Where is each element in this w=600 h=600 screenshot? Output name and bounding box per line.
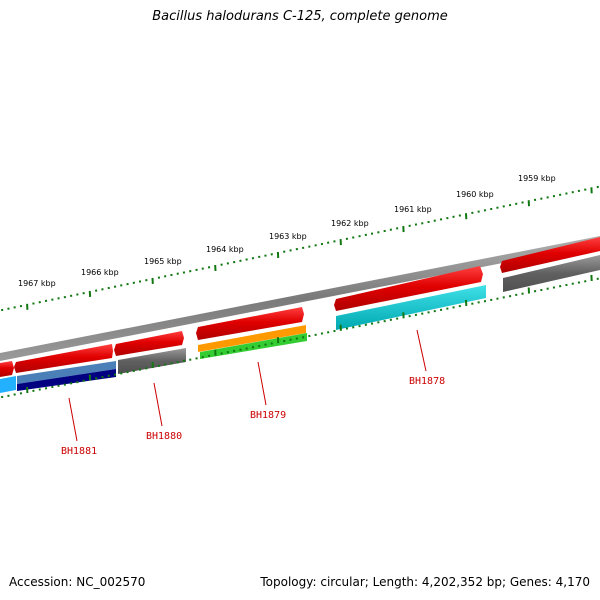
- gene-feature-gray[interactable]: [503, 255, 600, 292]
- gene-feature-steel-blue[interactable]: [17, 361, 116, 384]
- gene-label-bh1878[interactable]: BH1878: [409, 376, 445, 387]
- gene-labels: BH1878 BH1879 BH1880 BH1881: [61, 376, 445, 457]
- outer-tick-ruler: [1, 185, 599, 312]
- forward-strand-features: [0, 237, 600, 377]
- genome-backbone: [0, 236, 600, 361]
- accession-text: Accession: NC_002570: [9, 575, 146, 589]
- tick-labels: 1959 kbp 1960 kbp 1961 kbp 1962 kbp 1963…: [18, 174, 556, 288]
- gene-label-bh1879[interactable]: BH1879: [250, 410, 286, 421]
- tick-label: 1962 kbp: [331, 219, 369, 228]
- forward-cds[interactable]: [334, 266, 483, 311]
- gene-callouts: [68, 329, 427, 442]
- forward-cds[interactable]: [114, 331, 184, 356]
- map-title: Bacillus halodurans C-125, complete geno…: [152, 9, 448, 24]
- gene-feature-cyan[interactable]: [336, 285, 486, 330]
- gene-feature-navy[interactable]: [17, 369, 116, 391]
- gene-feature-orange[interactable]: [198, 325, 306, 352]
- forward-cds[interactable]: [196, 307, 304, 340]
- reverse-strand-features: [0, 255, 600, 393]
- gene-label-bh1880[interactable]: BH1880: [146, 431, 182, 442]
- inner-tick-ruler: [1, 274, 599, 399]
- forward-cds[interactable]: [500, 237, 600, 273]
- tick-label: 1965 kbp: [144, 257, 182, 266]
- tick-label: 1967 kbp: [18, 279, 56, 288]
- tick-label: 1959 kbp: [518, 174, 556, 183]
- tick-label: 1963 kbp: [269, 232, 307, 241]
- forward-cds[interactable]: [14, 344, 113, 373]
- tick-label: 1966 kbp: [81, 268, 119, 277]
- tick-label: 1961 kbp: [394, 205, 432, 214]
- tick-label: 1964 kbp: [206, 245, 244, 254]
- gene-label-bh1881[interactable]: BH1881: [61, 446, 97, 457]
- gene-feature-gray[interactable]: [118, 348, 186, 374]
- forward-cds[interactable]: [0, 361, 14, 377]
- tick-label: 1960 kbp: [456, 190, 494, 199]
- gene-feature-light-blue[interactable]: [0, 376, 16, 393]
- genome-stats-text: Topology: circular; Length: 4,202,352 bp…: [260, 575, 590, 589]
- gene-feature-green[interactable]: [200, 333, 307, 359]
